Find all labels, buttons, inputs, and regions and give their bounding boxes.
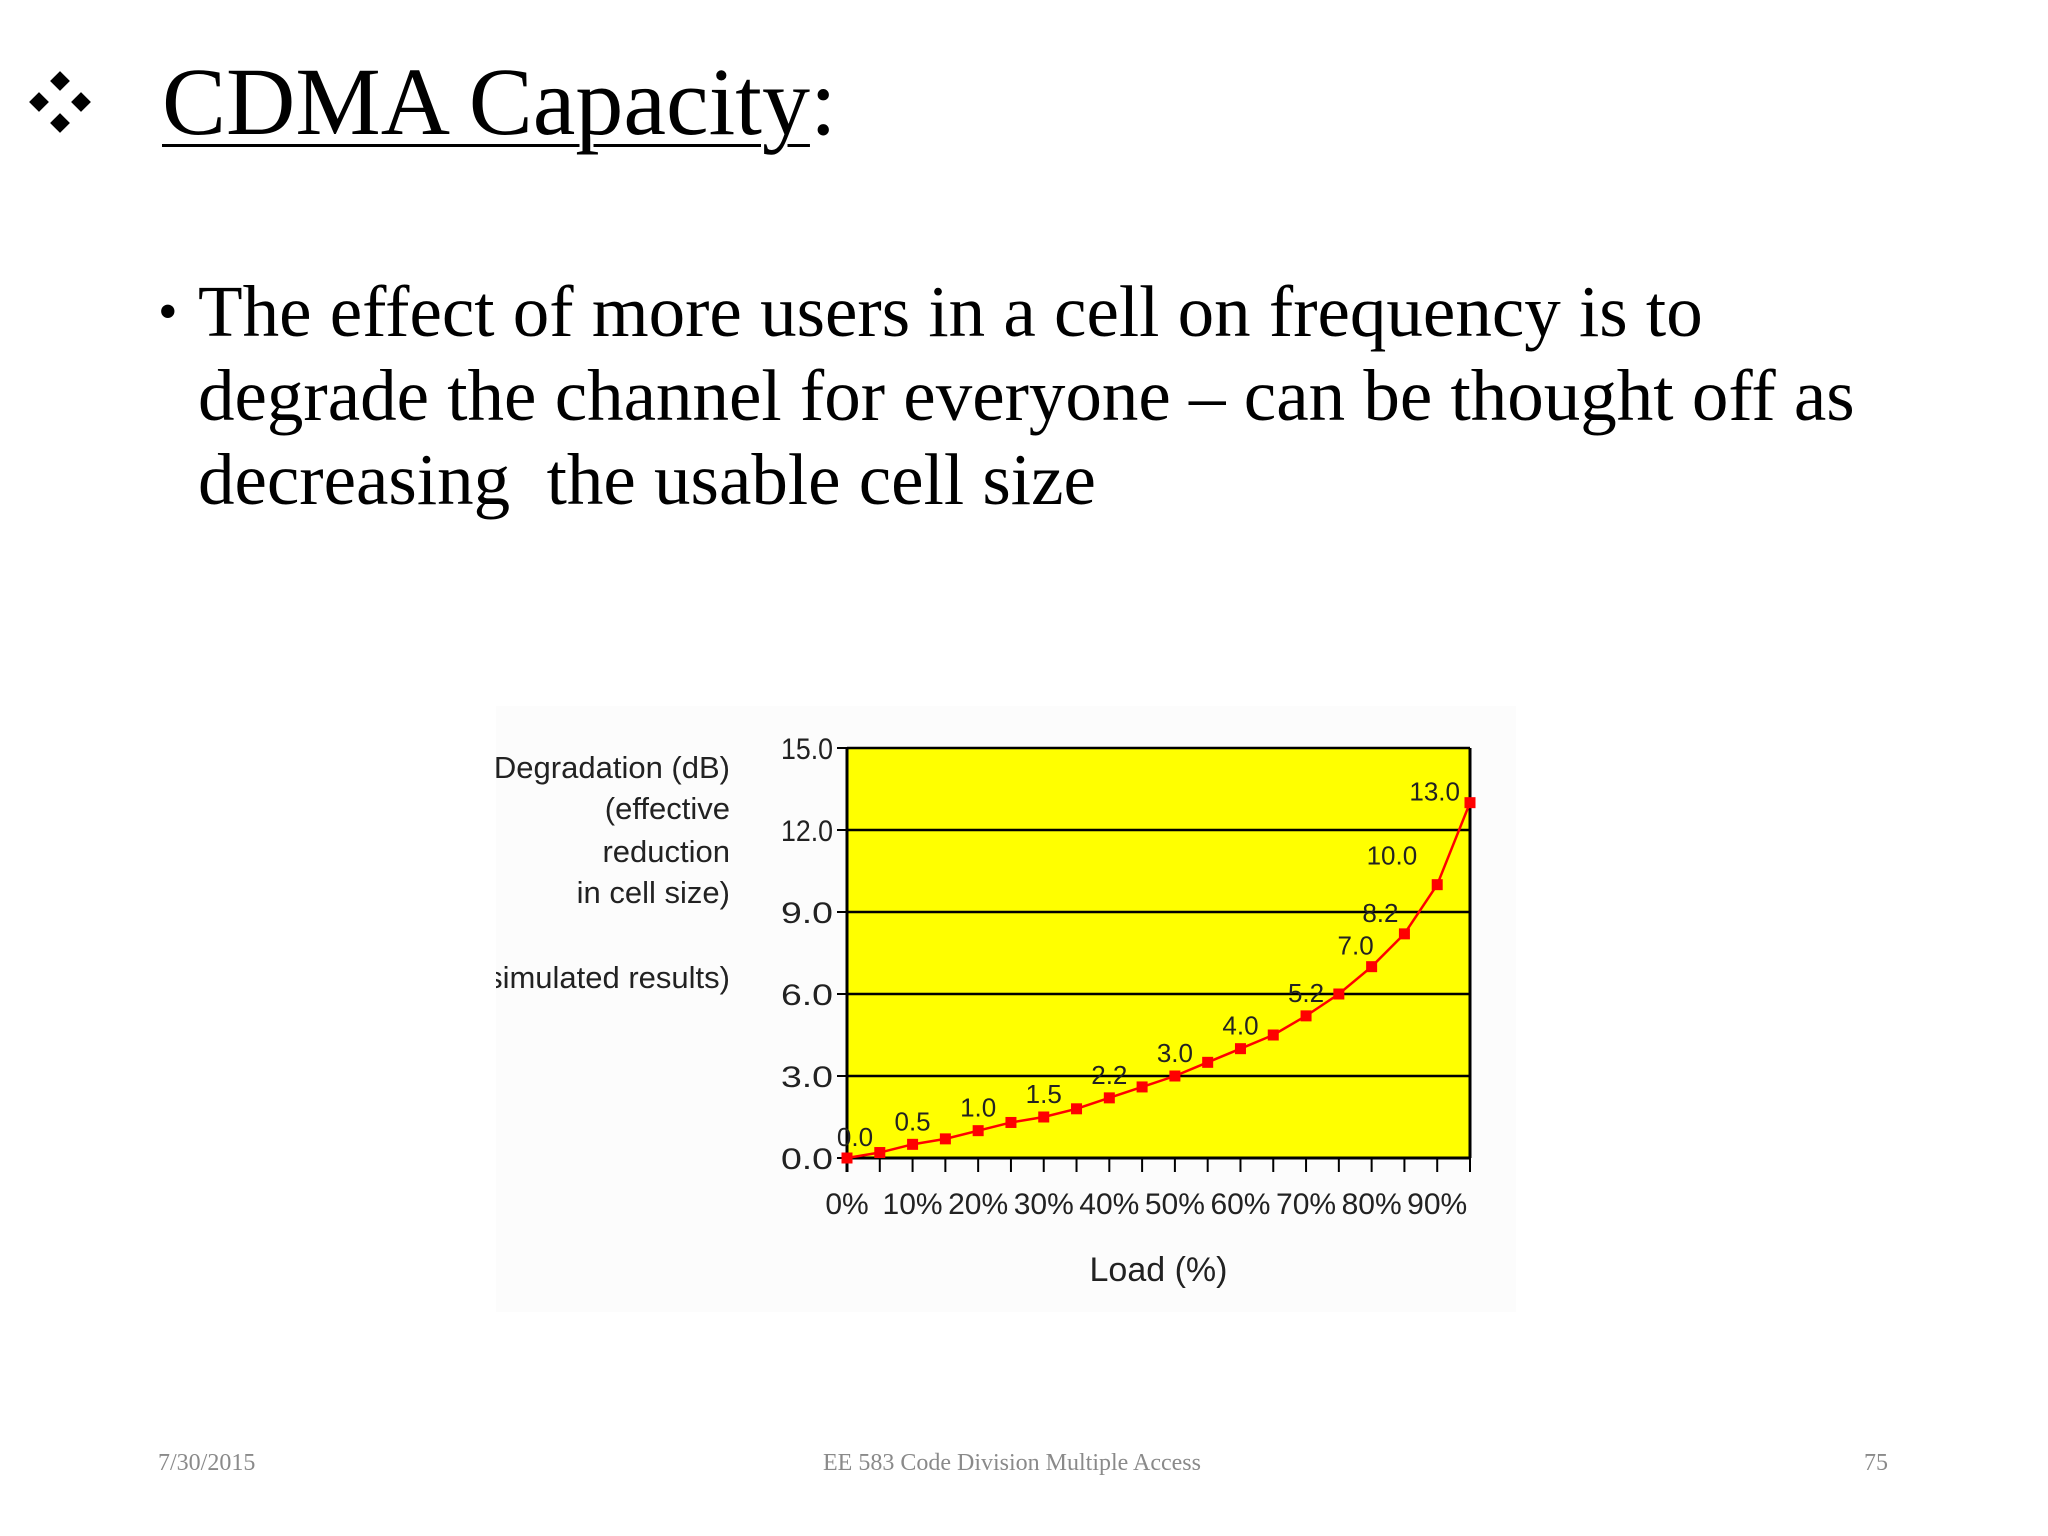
data-label: 13.0	[1409, 777, 1460, 807]
data-label: 2.2	[1091, 1060, 1127, 1090]
title-colon: :	[809, 48, 837, 155]
data-label: 10.0	[1367, 841, 1418, 871]
chart-svg: 0.03.06.09.012.015.00% 10% 20% 30% 40% 50% 60%…	[496, 733, 1476, 1289]
x-tick-label: 90%	[1407, 1188, 1467, 1221]
data-point	[907, 1138, 919, 1150]
y-axis-title-line: (effective	[605, 791, 730, 826]
data-point	[1103, 1092, 1115, 1104]
data-label: 8.2	[1362, 898, 1398, 928]
data-label: 3.0	[1157, 1038, 1193, 1068]
data-label: 0.0	[837, 1122, 873, 1152]
bullet-point: • The effect of more users in a cell on …	[158, 270, 1958, 522]
title-text: CDMA Capacity	[162, 48, 810, 155]
y-tick-label: 6.0	[781, 979, 833, 1012]
y-axis-title-line: in cell size)	[577, 875, 730, 910]
diamond-bullet-icon	[29, 71, 91, 133]
data-label: 5.2	[1288, 978, 1324, 1008]
x-tick-label: 20%	[948, 1188, 1008, 1221]
data-point	[1431, 879, 1443, 891]
footer-date: 7/30/2015	[158, 1450, 256, 1476]
x-tick-label: 50%	[1145, 1188, 1205, 1221]
data-point	[1366, 961, 1378, 973]
y-axis-title-line: reduction	[602, 834, 730, 869]
y-tick-label: 0.0	[781, 1143, 833, 1176]
data-point	[1202, 1056, 1214, 1068]
x-axis-title: Load (%)	[1090, 1251, 1228, 1289]
x-tick-label: 10%	[883, 1188, 943, 1221]
y-tick-label: 9.0	[781, 897, 833, 930]
data-point	[1398, 928, 1410, 940]
data-point	[972, 1125, 984, 1137]
data-label: 1.5	[1026, 1079, 1062, 1109]
footer-page-number: 75	[1864, 1450, 1888, 1476]
x-tick-label: 0%	[825, 1188, 868, 1221]
x-tick-label: 30%	[1014, 1188, 1074, 1221]
data-label: 4.0	[1222, 1011, 1258, 1041]
y-axis-title-line: Degradation (dB)	[496, 750, 730, 785]
chart-note: (simulated results)	[496, 960, 730, 995]
y-tick-label: 15.0	[781, 733, 833, 766]
x-tick-label: 70%	[1276, 1188, 1336, 1221]
data-point	[1464, 797, 1476, 809]
x-tick-label: 80%	[1342, 1188, 1402, 1221]
data-point	[1267, 1029, 1279, 1041]
data-point	[1300, 1010, 1312, 1022]
data-label: 0.5	[895, 1106, 931, 1136]
data-label: 7.0	[1338, 931, 1374, 961]
data-point	[1136, 1081, 1148, 1093]
plot-area	[847, 748, 1470, 1158]
data-point	[1333, 988, 1345, 1000]
bullet-text: The effect of more users in a cell on fr…	[198, 271, 1892, 520]
data-point	[1234, 1043, 1246, 1055]
data-point	[1038, 1111, 1050, 1123]
y-tick-label: 3.0	[781, 1061, 833, 1094]
y-tick-label: 12.0	[781, 815, 833, 848]
data-point	[939, 1133, 951, 1145]
data-point	[1005, 1116, 1017, 1128]
data-point	[841, 1152, 853, 1164]
data-point	[1071, 1103, 1083, 1115]
bullet-dot-icon: •	[158, 281, 178, 343]
slide-title: CDMA Capacity:	[28, 42, 837, 162]
data-label: 1.0	[960, 1093, 996, 1123]
degradation-chart: 0.0 3.0 6.0 9.0 12.0 15.0 0% 10% 20% 30% 40% 50% 60%…	[496, 706, 1516, 1312]
x-tick-label: 60%	[1210, 1188, 1270, 1221]
footer-course: EE 583 Code Division Multiple Access	[823, 1450, 1201, 1476]
data-point	[1169, 1070, 1181, 1082]
data-point	[874, 1147, 886, 1159]
x-tick-label: 40%	[1079, 1188, 1139, 1221]
